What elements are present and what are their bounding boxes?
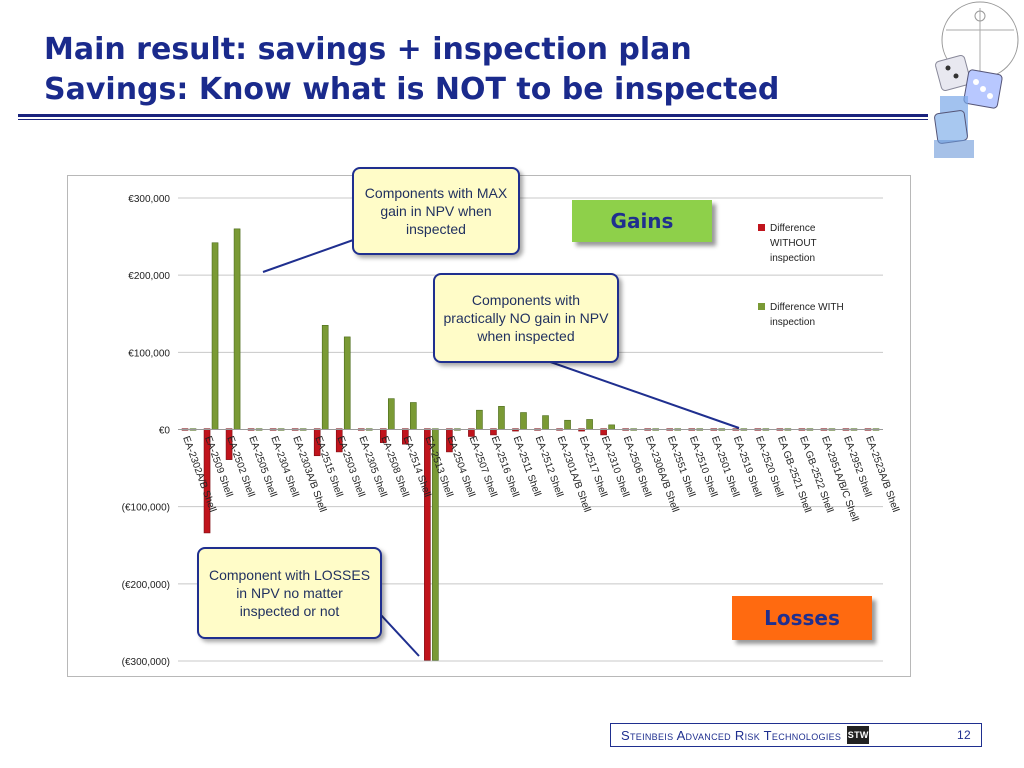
page-number: 12 — [957, 728, 971, 742]
legend-swatch — [758, 303, 765, 310]
callout-max-gain: Components with MAX gain in NPV when ins… — [352, 167, 520, 255]
bar-with — [432, 428, 439, 661]
legend-label: Difference WITH inspection — [770, 302, 844, 328]
title-rule — [18, 114, 928, 117]
vitruvian-dice-logo-icon — [934, 1, 1019, 158]
y-tick-label: (€300,000) — [122, 657, 170, 668]
losses-tag: Losses — [732, 596, 872, 640]
y-tick-label: (€100,000) — [122, 503, 170, 514]
callout-connector — [380, 614, 420, 657]
legend-label: Difference WITHOUT inspection — [770, 223, 817, 264]
bar-with — [608, 424, 615, 430]
chart-frame: €300,000 €200,000 €100,000 €0 (€100,000) (€20… — [67, 175, 911, 677]
y-tick-label: €0 — [159, 426, 171, 437]
bar-without — [424, 428, 431, 661]
bar-with — [387, 398, 395, 430]
bar-with — [564, 419, 571, 430]
y-tick-label: €100,000 — [128, 348, 170, 359]
callout-connector — [518, 350, 740, 429]
bar-with — [321, 325, 329, 430]
bar-without — [468, 428, 475, 437]
bar-with — [476, 409, 483, 430]
callout-losses: Component with LOSSES in NPV no matter i… — [197, 547, 382, 639]
y-tick-label: €200,000 — [128, 271, 170, 282]
callout-no-gain-text: Components with practically NO gain in N… — [443, 292, 609, 344]
bar-without — [446, 428, 453, 453]
title-line-2: Savings: Know what is NOT to be inspecte… — [44, 72, 780, 107]
bar-without — [203, 428, 211, 534]
footer-company: Steinbeis Advanced Risk Technologies — [621, 727, 842, 743]
callout-no-gain: Components with practically NO gain in N… — [433, 273, 619, 363]
bar-without — [225, 428, 233, 460]
y-tick-label: €300,000 — [128, 194, 170, 205]
bar-without — [379, 428, 387, 443]
bar-without — [313, 428, 321, 457]
title-rule-thin — [18, 119, 928, 120]
bar-with — [498, 406, 505, 430]
npv-difference-chart: €300,000 €200,000 €100,000 €0 (€100,000) (€20… — [122, 194, 901, 668]
x-tick-label: EA-2523A/B Shell — [863, 435, 901, 514]
y-tick-label: (€200,000) — [122, 580, 170, 591]
bar-without — [490, 428, 497, 436]
bar-without — [402, 428, 409, 445]
bar-with — [586, 419, 593, 430]
slide-title: Main result: savings + inspection plan S… — [44, 30, 779, 110]
bar-without — [600, 428, 607, 436]
bar-with — [343, 336, 351, 430]
title-line-1: Main result: savings + inspection plan — [44, 32, 692, 67]
bar-with — [542, 415, 549, 430]
bar-with — [233, 228, 241, 430]
bar-with — [410, 402, 417, 430]
gains-tag: Gains — [572, 200, 712, 242]
stw-logo-icon: STW — [847, 726, 870, 744]
bar-without — [335, 428, 343, 453]
legend-swatch — [758, 224, 765, 231]
bar-with — [520, 412, 527, 430]
bar-with — [211, 242, 219, 430]
callout-losses-text: Component with LOSSES in NPV no matter i… — [208, 567, 371, 619]
footer: Steinbeis Advanced Risk Technologies STW… — [610, 723, 982, 747]
callout-max-gain-text: Components with MAX gain in NPV when ins… — [364, 185, 508, 237]
